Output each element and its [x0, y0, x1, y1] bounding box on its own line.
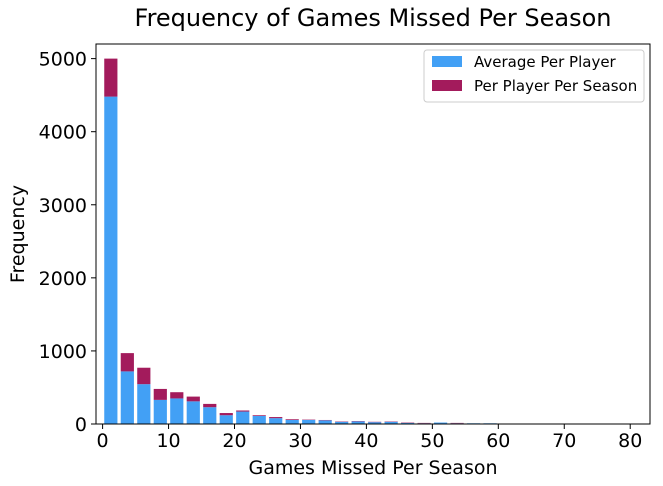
y-tick-label: 5000	[39, 49, 87, 71]
bar-per-player-per-season	[285, 419, 299, 420]
bar-average-per-player	[285, 419, 299, 424]
bar-average-per-player	[120, 371, 134, 424]
legend-frame	[423, 49, 645, 103]
y-tick-label: 3000	[39, 195, 87, 217]
bar-per-player-per-season	[252, 415, 266, 416]
x-axis: 0 10 20 30 40 50 60 70 80	[97, 424, 642, 452]
bar-per-player-per-season	[170, 392, 184, 399]
legend-swatch-average-per-player	[432, 56, 462, 67]
y-tick-label: 2000	[39, 268, 87, 290]
bars-group	[104, 58, 646, 424]
bar-per-player-per-season	[186, 396, 200, 402]
bar-average-per-player	[335, 421, 349, 424]
y-tick-label: 1000	[39, 341, 87, 363]
bar-average-per-player	[186, 401, 200, 424]
bar-per-player-per-season	[153, 388, 167, 400]
x-tick-label: 80	[618, 430, 642, 452]
bar-average-per-player	[318, 420, 332, 424]
bar-per-player-per-season	[137, 367, 151, 385]
x-tick-label: 50	[420, 430, 444, 452]
legend-label-average-per-player: Average Per Player	[474, 53, 617, 71]
bar-per-player-per-season	[104, 58, 118, 97]
bar-per-player-per-season	[269, 417, 283, 419]
bar-average-per-player	[434, 422, 448, 424]
chart-title: Frequency of Games Missed Per Season	[135, 4, 612, 32]
bar-average-per-player	[170, 398, 184, 424]
bar-per-player-per-season	[219, 413, 233, 416]
bar-average-per-player	[236, 411, 250, 424]
bar-average-per-player	[153, 399, 167, 424]
bar-average-per-player	[219, 415, 233, 424]
bar-per-player-per-season	[120, 353, 134, 372]
bar-average-per-player	[401, 422, 415, 424]
x-tick-label: 0	[97, 430, 109, 452]
bar-average-per-player	[351, 421, 365, 424]
bar-average-per-player	[368, 422, 382, 424]
legend: Average Per Player Per Player Per Season	[423, 49, 645, 103]
x-tick-label: 10	[156, 430, 180, 452]
bar-average-per-player	[252, 415, 266, 424]
bar-average-per-player	[137, 384, 151, 424]
x-tick-label: 40	[354, 430, 378, 452]
x-tick-label: 60	[486, 430, 510, 452]
legend-label-per-player-per-season: Per Player Per Season	[474, 77, 637, 95]
bar-average-per-player	[104, 96, 118, 424]
y-axis: 0 1000 2000 3000 4000 5000	[39, 49, 96, 436]
y-axis-label: Frequency	[7, 185, 29, 283]
bar-average-per-player	[384, 421, 398, 424]
bar-per-player-per-season	[236, 410, 250, 412]
legend-swatch-per-player-per-season	[432, 80, 462, 91]
bar-average-per-player	[302, 419, 316, 424]
bar-average-per-player	[269, 418, 283, 424]
x-tick-label: 20	[222, 430, 246, 452]
bar-average-per-player	[203, 407, 217, 424]
y-tick-label: 4000	[39, 122, 87, 144]
x-tick-label: 70	[552, 430, 576, 452]
x-axis-label: Games Missed Per Season	[248, 457, 497, 479]
plot-frame	[95, 43, 651, 425]
y-tick-label: 0	[75, 414, 87, 436]
bar-per-player-per-season	[203, 403, 217, 408]
x-tick-label: 30	[288, 430, 312, 452]
